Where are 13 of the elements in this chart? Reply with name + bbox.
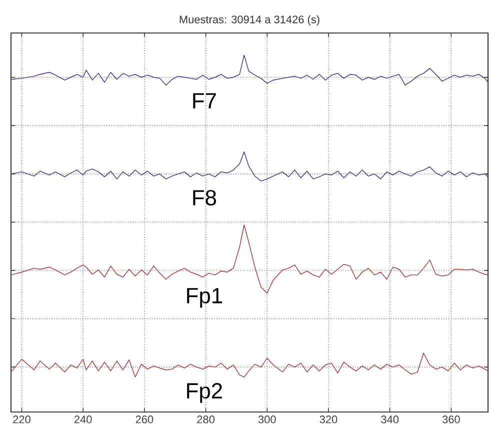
series-label: Fp1 (187, 288, 222, 308)
series-label: Fp2 (187, 383, 222, 403)
x-tick-label: 360 (442, 416, 460, 424)
chart-title: Muestras: 30914 a 31426 (s) (180, 15, 320, 26)
x-tick-label: 240 (74, 416, 92, 424)
x-tick-label: 260 (136, 416, 154, 424)
series-label: F7 (193, 93, 216, 108)
x-tick-label: 340 (381, 416, 399, 424)
series-label: F8 (193, 190, 216, 206)
x-tick-label: 280 (197, 416, 214, 424)
x-tick-label: 220 (13, 416, 30, 424)
x-tick-label: 320 (320, 416, 338, 424)
x-tick-label: 300 (258, 416, 276, 424)
